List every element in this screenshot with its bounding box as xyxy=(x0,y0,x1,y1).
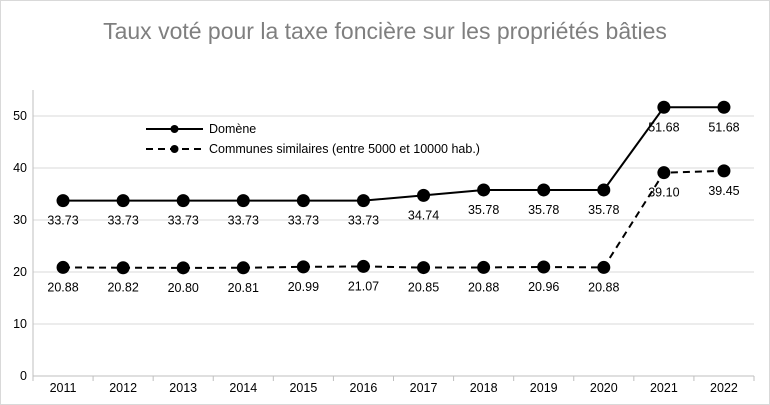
data-label: 33.73 xyxy=(228,214,259,228)
data-label: 20.88 xyxy=(47,280,78,294)
data-label: 51.68 xyxy=(648,120,679,134)
data-label: 39.10 xyxy=(648,186,679,200)
y-tick-label: 0 xyxy=(20,369,27,383)
x-tick-label: 2018 xyxy=(470,381,498,395)
data-label: 51.68 xyxy=(708,120,739,134)
data-point xyxy=(477,183,491,197)
x-tick-label: 2014 xyxy=(229,381,257,395)
gridlines xyxy=(33,115,754,325)
data-labels: 33.73 33.73 33.73 33.73 33.73 33.73 34.74 35.78… xyxy=(47,120,739,295)
data-label: 33.73 xyxy=(348,214,379,228)
data-label: 20.88 xyxy=(588,280,619,294)
legend-entry: Domène xyxy=(209,122,256,136)
data-label: 20.85 xyxy=(408,281,439,295)
data-point xyxy=(116,194,130,208)
data-point xyxy=(417,261,431,275)
data-point xyxy=(296,194,310,208)
x-tick-labels: 2011 2012 2013 2014 2015 2016 2017 2018 2019 2020… xyxy=(50,381,738,395)
legend-marker xyxy=(170,125,179,133)
data-point xyxy=(537,183,551,197)
data-label: 33.73 xyxy=(168,214,199,228)
x-tick-label: 2017 xyxy=(410,381,438,395)
data-point xyxy=(116,261,130,275)
data-point xyxy=(356,194,370,208)
data-label: 34.74 xyxy=(408,208,439,222)
x-tick-label: 2013 xyxy=(169,381,197,395)
data-point xyxy=(717,164,731,178)
data-point xyxy=(417,188,431,202)
legend-entry: Communes similaires (entre 5000 et 10000… xyxy=(209,142,480,156)
data-label: 35.78 xyxy=(528,203,559,217)
data-point xyxy=(56,260,70,274)
data-point xyxy=(597,260,611,274)
chart-title: Taux voté pour la taxe foncière sur les … xyxy=(103,18,667,44)
data-label: 33.73 xyxy=(47,214,78,228)
data-label: 20.81 xyxy=(228,281,259,295)
data-point xyxy=(236,261,250,275)
legend-marker xyxy=(170,145,179,153)
data-point xyxy=(597,183,611,197)
data-label: 20.96 xyxy=(528,280,559,294)
data-point xyxy=(477,260,491,274)
data-point xyxy=(657,100,671,114)
series-group xyxy=(56,100,731,275)
data-label: 20.80 xyxy=(168,281,199,295)
y-tick-labels: 0 10 20 30 40 50 xyxy=(13,109,27,383)
data-point xyxy=(296,260,310,274)
data-point xyxy=(717,100,731,114)
series-line-2 xyxy=(63,169,724,269)
x-tick-label: 2012 xyxy=(109,381,137,395)
data-label: 39.45 xyxy=(708,184,739,198)
x-tick-label: 2016 xyxy=(350,381,378,395)
x-tick-label: 2019 xyxy=(530,381,558,395)
data-label: 35.78 xyxy=(588,203,619,217)
data-point xyxy=(176,261,190,275)
legend: Domène Communes similaires (entre 5000 et… xyxy=(146,122,480,156)
y-tick-label: 10 xyxy=(13,317,27,331)
y-tick-label: 50 xyxy=(13,109,27,123)
data-point xyxy=(356,259,370,273)
data-point xyxy=(176,194,190,208)
series-line-1 xyxy=(63,106,724,202)
data-label: 21.07 xyxy=(348,279,379,293)
x-tick-label: 2022 xyxy=(710,381,738,395)
y-tick-label: 40 xyxy=(13,161,27,175)
y-tick-label: 30 xyxy=(13,213,27,227)
x-tick-label: 2021 xyxy=(650,381,678,395)
x-tick-label: 2015 xyxy=(289,381,317,395)
data-point xyxy=(537,260,551,274)
data-label: 33.73 xyxy=(107,214,138,228)
x-tick-label: 2011 xyxy=(50,381,77,395)
data-label: 35.78 xyxy=(468,203,499,217)
axes xyxy=(32,90,755,381)
data-label: 33.73 xyxy=(288,214,319,228)
data-label: 20.99 xyxy=(288,280,319,294)
data-label: 20.82 xyxy=(107,281,138,295)
data-point xyxy=(236,194,250,208)
x-tick-label: 2020 xyxy=(590,381,618,395)
data-label: 20.88 xyxy=(468,280,499,294)
y-tick-label: 20 xyxy=(13,265,27,279)
data-point xyxy=(56,194,70,208)
data-point xyxy=(657,166,671,180)
